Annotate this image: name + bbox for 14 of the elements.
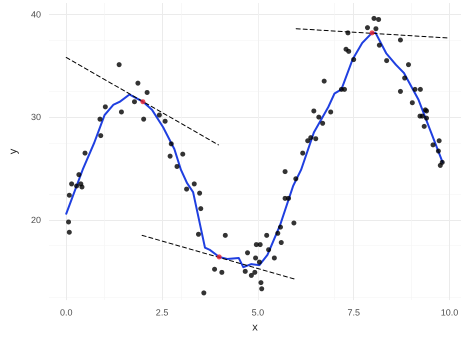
x-axis-title: x [252,322,258,334]
y-tick-label: 20 [30,214,41,225]
y-tick-label: 40 [30,9,41,20]
point [370,30,375,36]
x-tick-label: 0.0 [60,308,73,318]
x-tick-label: 5.0 [252,308,264,318]
x-tick-label: 7.5 [347,308,360,318]
x-tick-label: 2.5 [156,308,168,318]
y-tick-label: 30 [30,112,41,122]
point [216,254,222,260]
point [140,99,146,104]
line-series [65,32,444,268]
y-axis-title: y [8,148,20,154]
x-tick-label: 10.0 [440,308,458,318]
